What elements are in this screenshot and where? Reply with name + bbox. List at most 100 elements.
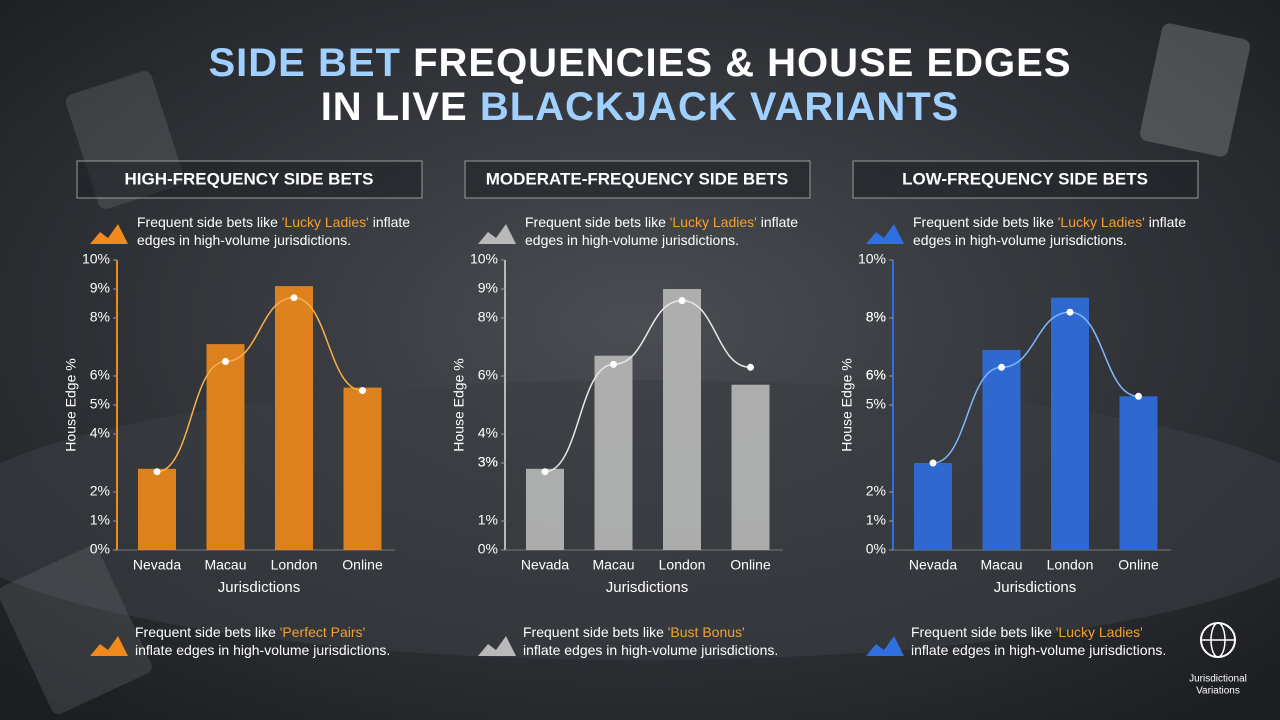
note-line: Frequent side bets like 'Bust Bonus' <box>523 624 745 640</box>
note-line: edges in high-volume jurisdictions. <box>137 232 351 248</box>
note-icon <box>90 636 128 656</box>
x-axis-label: Jurisdictions <box>994 579 1077 596</box>
trend-point <box>1066 308 1074 316</box>
badge-label: Variations <box>1196 686 1240 697</box>
title-segment: FREQUENCIES & HOUSE EDGES <box>401 41 1072 85</box>
y-tick-label: 8% <box>90 309 110 325</box>
y-tick-label: 6% <box>478 367 498 383</box>
note-line: Frequent side bets like 'Lucky Ladies' i… <box>913 214 1186 230</box>
panel: MODERATE-FREQUENCY SIDE BETS Frequent sid… <box>451 160 811 658</box>
panel: HIGH-FREQUENCY SIDE BETS Frequent side be… <box>63 160 423 658</box>
note-line: Frequent side bets like 'Lucky Ladies' <box>911 624 1143 640</box>
note-segment: inflate <box>369 214 410 230</box>
x-tick-label: Online <box>730 557 771 573</box>
y-tick-label: 8% <box>478 309 498 325</box>
y-axis-label: House Edge % <box>839 358 855 451</box>
panel: LOW-FREQUENCY SIDE BETS Frequent side bet… <box>839 160 1199 658</box>
title-line: SIDE BET FREQUENCIES & HOUSE EDGES <box>208 41 1071 85</box>
title-line: IN LIVE BLACKJACK VARIANTS <box>321 85 960 129</box>
note-segment: 'Bust Bonus' <box>668 624 745 640</box>
bar <box>138 468 176 550</box>
header-box <box>852 160 1199 199</box>
header-box <box>76 160 423 199</box>
x-tick-label: London <box>1047 557 1094 573</box>
y-tick-label: 3% <box>478 454 498 470</box>
table-felt <box>0 380 1280 660</box>
y-tick-label: 1% <box>90 512 110 528</box>
x-tick-label: Nevada <box>133 557 181 573</box>
title-segment: IN LIVE <box>321 85 480 129</box>
panel-header: LOW-FREQUENCY SIDE BETS <box>902 169 1148 188</box>
y-tick-label: 6% <box>90 367 110 383</box>
panel-header: MODERATE-FREQUENCY SIDE BETS <box>486 169 789 188</box>
bar <box>594 355 633 550</box>
trend-point <box>678 297 686 305</box>
y-tick-label: 4% <box>478 425 498 441</box>
bar <box>206 344 245 550</box>
bar <box>914 463 952 550</box>
y-tick-label: 6% <box>866 367 886 383</box>
note-line: edges in high-volume jurisdictions. <box>525 232 739 248</box>
y-tick-label: 10% <box>858 251 886 267</box>
bar <box>731 384 770 550</box>
note-segment: inflate edges in high-volume jurisdictio… <box>135 642 390 658</box>
bar <box>526 468 564 550</box>
y-tick-label: 4% <box>90 425 110 441</box>
x-axis-label: Jurisdictions <box>218 579 301 596</box>
y-tick-label: 2% <box>866 483 886 499</box>
header-box <box>464 160 811 199</box>
y-tick-label: 2% <box>90 483 110 499</box>
y-tick-label: 6% <box>866 367 886 383</box>
y-tick-label: 1% <box>478 512 498 528</box>
note-line: Frequent side bets like 'Lucky Ladies' i… <box>525 214 798 230</box>
note-icon <box>866 224 904 244</box>
x-tick-label: Nevada <box>521 557 569 573</box>
x-axis-label: Jurisdictions <box>606 579 689 596</box>
panel-header: HIGH-FREQUENCY SIDE BETS <box>124 169 373 188</box>
note-segment: 'Lucky Ladies' <box>670 214 757 230</box>
note-line: inflate edges in high-volume jurisdictio… <box>911 642 1166 658</box>
note-segment: edges in high-volume jurisdictions. <box>913 232 1127 248</box>
trend-point <box>747 363 754 371</box>
y-tick-label: 8% <box>866 309 886 325</box>
trend-point <box>998 363 1005 371</box>
note-segment: Frequent side bets like <box>137 214 282 230</box>
note-icon <box>866 636 904 656</box>
x-tick-label: Macau <box>204 557 246 573</box>
bar <box>663 289 701 550</box>
note-segment: 'Perfect Pairs' <box>280 624 365 640</box>
y-tick-label: 10% <box>470 251 498 267</box>
note-segment: Frequent side bets like <box>135 624 280 640</box>
bar <box>343 387 382 550</box>
bar <box>982 349 1021 550</box>
trend-point <box>610 360 617 368</box>
note-segment: 'Lucky Ladies' <box>1058 214 1145 230</box>
note-segment: edges in high-volume jurisdictions. <box>525 232 739 248</box>
note-icon <box>478 636 516 656</box>
bar <box>275 286 313 550</box>
note-segment: 'Lucky Ladies' <box>1056 624 1143 640</box>
note-icon <box>478 224 516 244</box>
note-line: inflate edges in high-volume jurisdictio… <box>135 642 390 658</box>
note-segment: inflate <box>1145 214 1186 230</box>
x-tick-label: Macau <box>980 557 1022 573</box>
bar <box>1051 297 1089 550</box>
y-tick-label: 0% <box>90 541 110 557</box>
y-tick-label: 0% <box>478 541 498 557</box>
y-axis-label: House Edge % <box>451 358 467 451</box>
note-segment: 'Lucky Ladies' <box>282 214 369 230</box>
note-segment: Frequent side bets like <box>911 624 1056 640</box>
title-segment: SIDE BET <box>208 41 400 85</box>
y-tick-label: 9% <box>90 280 110 296</box>
x-tick-label: London <box>271 557 318 573</box>
x-tick-label: Online <box>342 557 383 573</box>
note-segment: edges in high-volume jurisdictions. <box>137 232 351 248</box>
x-tick-label: Online <box>1118 557 1159 573</box>
trend-point <box>222 358 229 365</box>
trend-line <box>156 296 363 473</box>
x-tick-label: Nevada <box>909 557 957 573</box>
